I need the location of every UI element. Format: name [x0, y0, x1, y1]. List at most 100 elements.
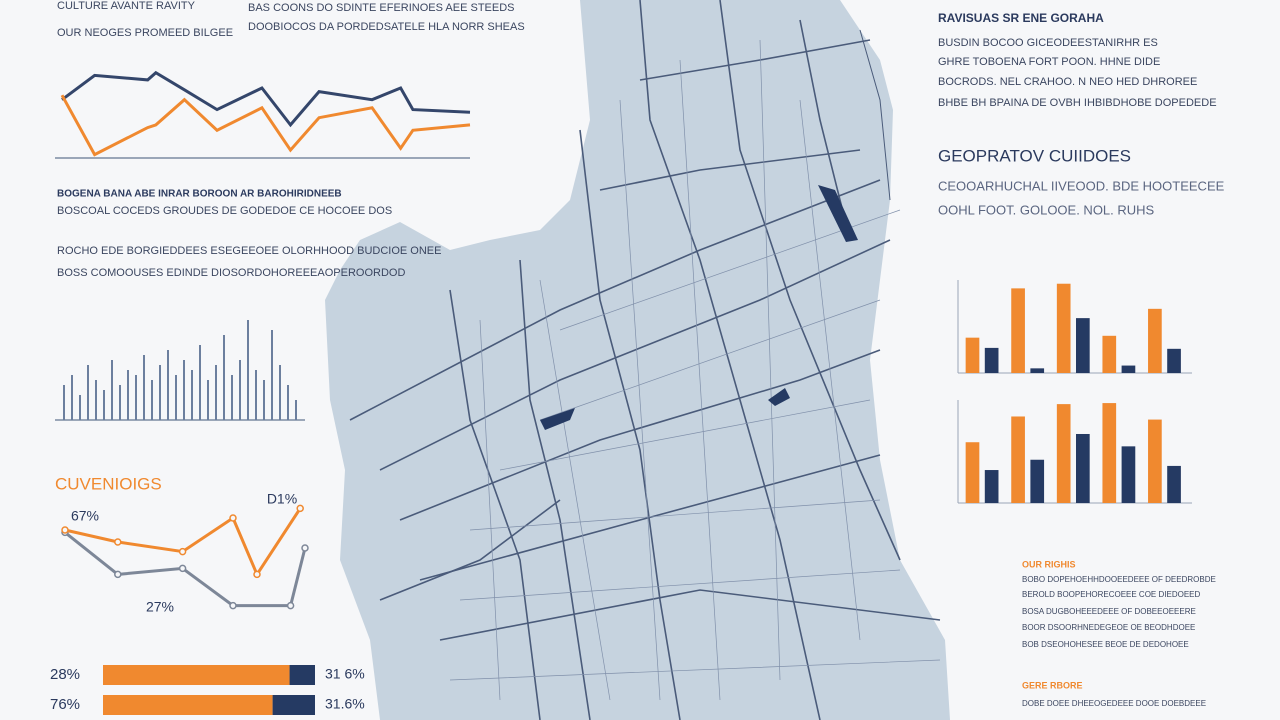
- bar: [1121, 446, 1136, 503]
- bar: [1011, 288, 1025, 373]
- bar: [71, 375, 73, 420]
- bar: [279, 365, 281, 420]
- marker: [178, 547, 187, 556]
- bar: [207, 380, 209, 420]
- marker: [296, 504, 304, 513]
- marker: [61, 526, 69, 534]
- heading: GERE RBORE: [1022, 680, 1083, 690]
- bar: [215, 365, 217, 420]
- bar: [272, 695, 315, 715]
- text-line: BEROLD BOOPEHORECOEEE COE DIEDOEED: [1022, 590, 1200, 599]
- text-line: BOSA DUGBOHEEEDEEE OF DOBEEOEEERE: [1022, 607, 1196, 616]
- bar: [103, 665, 290, 685]
- text-line: BOB DSEOHOHESEE BEOE DE DEDOHOEE: [1022, 640, 1189, 649]
- annotation: 67%: [71, 508, 99, 524]
- marker: [229, 601, 237, 610]
- bar: [103, 390, 105, 420]
- bar: [79, 395, 81, 420]
- bar: [175, 375, 177, 420]
- text-line: CEOOARHUCHAL IIVEOOD. BDE HOOTEECEE: [938, 178, 1225, 193]
- text-line: BOOR DSOORHNEDEGEOE OE BEODHDOEE: [1022, 623, 1195, 632]
- bar: [87, 365, 89, 420]
- heading: BOGENA BANA ABE INRAR BOROON AR BAROHIRI…: [57, 189, 342, 200]
- text-line: BUSDIN BOCOO GICEODEESTANIRHR ES: [938, 37, 1158, 49]
- line-series: [60, 94, 471, 157]
- bar: [167, 350, 169, 420]
- heading: GEOPRATOV CUIIDOES: [938, 146, 1131, 165]
- text-line: BOSCOAL COCEDS GROUDES DE GODEDOE CE HOC…: [57, 205, 392, 217]
- bar: [63, 385, 65, 420]
- bar: [1056, 404, 1071, 503]
- bar: [1148, 308, 1162, 373]
- marker: [229, 514, 237, 522]
- marker: [114, 538, 122, 546]
- text-line: BAS COONS DO SDINTE EFERINOES AEE STEEDS: [248, 2, 515, 14]
- bar: [295, 400, 297, 420]
- bar: [1167, 465, 1181, 503]
- marker: [253, 570, 261, 579]
- text-line: CULTURE AVANTE RAVITY: [57, 0, 196, 12]
- bar: [159, 365, 161, 420]
- bar: [143, 355, 145, 420]
- bar-label: 31.6%: [325, 696, 365, 712]
- bar: [119, 385, 121, 420]
- bar: [1011, 416, 1025, 503]
- bar: [984, 470, 999, 503]
- chart-title: CUVENIOIGS: [55, 474, 162, 493]
- bar: [127, 370, 129, 420]
- bar: [111, 360, 113, 420]
- bar: [1102, 335, 1117, 373]
- bar-label: 31 6%: [325, 666, 365, 682]
- bar: [263, 380, 265, 420]
- bar: [289, 665, 315, 685]
- text-line: OUR NEOGES PROMEED BILGEE: [57, 27, 233, 39]
- heading: OUR RIGHIS: [1022, 559, 1076, 569]
- bar: [103, 695, 273, 715]
- bar: [135, 375, 137, 420]
- marker: [301, 544, 309, 552]
- bar: [95, 380, 97, 420]
- text-line: ROCHO EDE BORGIEDDEES ESEGEEOEE OLORHHOO…: [57, 245, 441, 257]
- bar: [965, 337, 980, 373]
- bar: [199, 345, 201, 420]
- bar: [239, 360, 241, 420]
- line-series: [64, 531, 307, 608]
- bar: [1076, 318, 1090, 373]
- bar: [1076, 433, 1090, 503]
- bar: [191, 370, 193, 420]
- bar: [1102, 403, 1117, 503]
- bar: [287, 385, 289, 420]
- bar-label: 28%: [50, 666, 80, 683]
- text-line: BOBO DOPEHOEHHDOOEEDEEE OF DEEDROBDE: [1022, 575, 1216, 584]
- text-line: BOSS COMOOUSES EDINDE DIOSORDOHOREEEAOPE…: [57, 267, 405, 279]
- text-line: DOBE DOEE DHEEOGEDEEE DOOE DOEBDEEE: [1022, 699, 1206, 708]
- bar: [984, 347, 999, 373]
- text-line: OOHL FOOT. GOLOOE. NOL. RUHS: [938, 202, 1155, 217]
- bar: [965, 442, 980, 503]
- bar: [183, 360, 185, 420]
- marker: [286, 601, 295, 610]
- text-line: BOCRODS. NEL CRAHOO. N NEO HED DHROREE: [938, 76, 1197, 88]
- bar: [1121, 365, 1136, 373]
- bar: [1056, 283, 1071, 373]
- text-line: GHRE TOBOENA FORT POON. HHNE DIDE: [938, 56, 1160, 68]
- annotation: 27%: [146, 599, 174, 615]
- text-line: DOOBIOCOS DA PORDEDSATELE HLA NORR SHEAS: [248, 21, 525, 33]
- bar: [271, 330, 273, 420]
- bar: [223, 335, 225, 420]
- bar: [231, 375, 233, 420]
- map: [325, 0, 950, 720]
- bar: [1148, 419, 1162, 503]
- marker: [178, 564, 187, 573]
- bar: [255, 370, 257, 420]
- bar: [1030, 459, 1045, 503]
- line-series: [64, 507, 302, 578]
- marker: [114, 570, 122, 579]
- heading: RAVISUAS SR ENE GORAHA: [938, 11, 1104, 25]
- bar: [151, 380, 153, 420]
- bar: [1030, 368, 1045, 373]
- bar: [1167, 348, 1181, 373]
- bar-label: 76%: [50, 696, 80, 713]
- text-line: BHBE BH BPAINA DE OVBH IHBIBDHOBE DOPEDE…: [938, 97, 1217, 109]
